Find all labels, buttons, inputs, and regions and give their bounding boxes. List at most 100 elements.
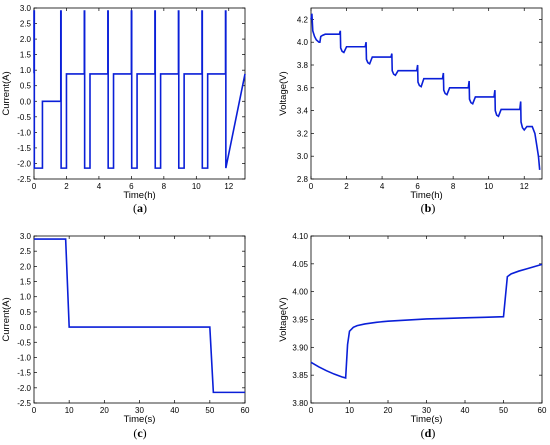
- y-tick-label: 1.0: [20, 66, 32, 75]
- series-line: [34, 238, 245, 394]
- y-tick-label: 1.5: [20, 278, 32, 287]
- y-tick-label: 3.0: [20, 4, 32, 13]
- y-axis-label: Voltage(V): [278, 71, 289, 115]
- x-tick-label: 60: [538, 406, 547, 415]
- caption-letter: a: [137, 201, 143, 215]
- y-tick-label: 2.5: [20, 20, 32, 29]
- panel-b: 0 2 4 6 8 10 12 2.8 3.0 3.2 3.4 3.6 3.8 4.0 4.2 Time(h)…: [278, 7, 543, 215]
- x-tick-label: 30: [422, 406, 431, 415]
- y-tick-label: -0.5: [17, 338, 31, 347]
- series-line: [33, 10, 246, 169]
- y-axis-label: Current(A): [1, 297, 12, 341]
- y-tick-label: 4.0: [297, 38, 309, 47]
- y-tick-label: 3.0: [297, 152, 309, 161]
- x-tick-label: 12: [520, 182, 529, 191]
- caption-close-paren: ): [143, 426, 147, 440]
- caption-open-paren: (: [421, 426, 425, 440]
- x-tick-label: 2: [64, 182, 69, 191]
- y-tick-label: -2.5: [17, 399, 31, 408]
- x-tick-label: 0: [309, 182, 314, 191]
- x-axis-label: Time(h): [410, 190, 442, 201]
- y-tick-label: 1.0: [20, 293, 32, 302]
- panel-c: 0 10 20 30 40 50 60 -2.5 -2.0 -1.5 -1.0 -0.5 0.0 0.5 1…: [1, 232, 250, 440]
- y-tick-label: 4.2: [297, 15, 309, 24]
- y-tick-label: 2.5: [20, 247, 32, 256]
- y-tick-label: -1.5: [17, 369, 31, 378]
- y-tick-label: -1.0: [17, 128, 31, 137]
- caption-open-paren: (: [133, 426, 137, 440]
- x-tick-label: 12: [224, 182, 233, 191]
- x-axis-label: Time(s): [124, 414, 156, 425]
- y-tick-label: 0.0: [20, 97, 32, 106]
- y-tick-label: 4.10: [292, 232, 308, 241]
- y-tick-label: 3.85: [292, 371, 308, 380]
- y-tick-label: 0.5: [20, 308, 32, 317]
- x-tick-label: 0: [32, 406, 37, 415]
- caption-close-paren: ): [143, 201, 147, 215]
- x-tick-label: 10: [345, 406, 354, 415]
- x-tick-label: 40: [461, 406, 470, 415]
- y-tick-label: 4.05: [292, 260, 308, 269]
- y-axis-label: Voltage(V): [278, 297, 289, 341]
- caption-open-paren: (: [421, 201, 425, 215]
- y-tick-label: 1.5: [20, 51, 32, 60]
- panel-caption: (b): [421, 201, 436, 215]
- y-tick-label: 4.00: [292, 288, 308, 297]
- caption-open-paren: (: [133, 201, 137, 215]
- y-tick-label: 2.8: [297, 175, 309, 184]
- y-tick-label: 3.8: [297, 61, 309, 70]
- x-tick-label: 6: [129, 182, 134, 191]
- panel-caption: (c): [133, 426, 146, 440]
- x-tick-label: 0: [32, 182, 37, 191]
- x-tick-label: 8: [451, 182, 456, 191]
- y-tick-label: -2.0: [17, 159, 31, 168]
- y-tick-label: -2.5: [17, 175, 31, 184]
- x-tick-label: 20: [100, 406, 109, 415]
- y-tick-label: 3.95: [292, 316, 308, 325]
- x-axis-label: Time(s): [411, 414, 443, 425]
- x-tick-label: 6: [415, 182, 420, 191]
- caption-close-paren: ): [431, 426, 435, 440]
- x-axis-label: Time(h): [123, 190, 155, 201]
- panel-a: 0 2 4 6 8 10 12 -2.5 -2.0 -1.5 -1.0 -0.5 0.0 0.5 1.0 1.…: [1, 4, 246, 215]
- y-tick-label: -0.5: [17, 113, 31, 122]
- x-tick-label: 0: [309, 406, 314, 415]
- caption-letter: c: [137, 426, 143, 440]
- x-tick-label: 10: [484, 182, 493, 191]
- x-tick-label: 50: [205, 406, 214, 415]
- caption-letter: b: [425, 201, 432, 215]
- x-tick-label: 4: [380, 182, 385, 191]
- y-tick-label: 3.80: [292, 399, 308, 408]
- y-tick-label: 3.0: [20, 232, 32, 241]
- series-line: [310, 13, 541, 170]
- x-tick-label: 8: [162, 182, 167, 191]
- x-tick-label: 20: [384, 406, 393, 415]
- caption-letter: d: [425, 426, 432, 440]
- x-tick-label: 10: [65, 406, 74, 415]
- plot-frame: [310, 7, 543, 180]
- panel-d: 0 10 20 30 40 50 60 3.80 3.85 3.90 3.95 4.00 4.05 4.1…: [278, 232, 547, 440]
- y-tick-label: 3.6: [297, 84, 309, 93]
- y-tick-label: -1.5: [17, 144, 31, 153]
- y-tick-label: 3.90: [292, 343, 308, 352]
- caption-close-paren: ): [431, 201, 435, 215]
- y-tick-label: 0.0: [20, 323, 32, 332]
- panel-caption: (a): [133, 201, 147, 215]
- y-tick-label: 2.0: [20, 262, 32, 271]
- x-tick-label: 60: [241, 406, 250, 415]
- x-tick-label: 40: [170, 406, 179, 415]
- plot-frame: [33, 7, 246, 180]
- y-tick-label: 2.0: [20, 35, 32, 44]
- x-tick-label: 4: [97, 182, 102, 191]
- y-tick-label: 3.2: [297, 129, 309, 138]
- x-tick-label: 10: [192, 182, 201, 191]
- y-tick-label: -1.0: [17, 353, 31, 362]
- panel-caption: (d): [421, 426, 436, 440]
- x-tick-label: 2: [344, 182, 349, 191]
- y-tick-label: 3.4: [297, 107, 309, 116]
- y-axis-label: Current(A): [1, 71, 12, 115]
- x-tick-label: 50: [499, 406, 508, 415]
- x-tick-label: 30: [135, 406, 144, 415]
- y-tick-label: -2.0: [17, 384, 31, 393]
